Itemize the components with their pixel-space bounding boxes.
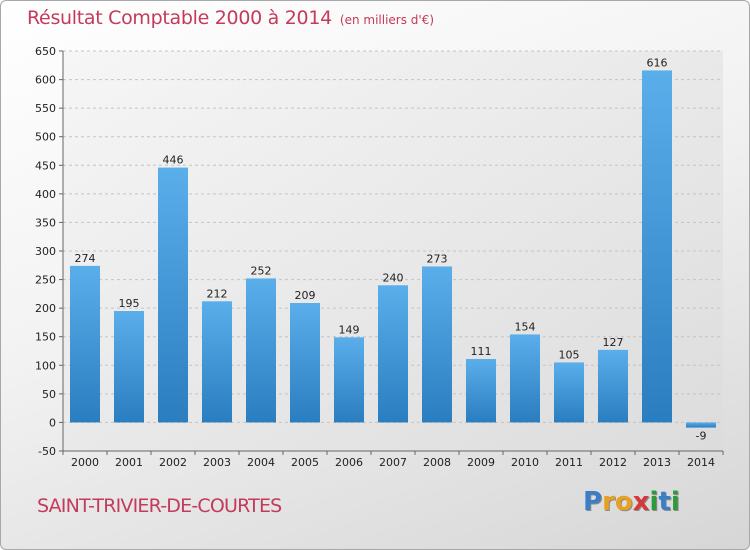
bar <box>466 359 496 423</box>
logo-letter: i <box>670 487 680 517</box>
bar <box>202 301 232 423</box>
commune-name: SAINT-TRIVIER-DE-COURTES <box>37 495 282 517</box>
y-tick-label: 0 <box>49 416 56 429</box>
bar-value-label: 212 <box>207 287 228 300</box>
bar-value-label: 446 <box>163 154 184 167</box>
y-tick-label: 650 <box>35 45 56 58</box>
logo-letter: r <box>602 487 615 517</box>
x-tick-label: 2003 <box>203 456 231 469</box>
x-tick-label: 2006 <box>335 456 363 469</box>
logo-letter: i <box>649 487 659 517</box>
x-tick-label: 2008 <box>423 456 451 469</box>
bar <box>554 362 584 423</box>
x-tick-label: 2007 <box>379 456 407 469</box>
x-tick-label: 2014 <box>687 456 715 469</box>
bar <box>70 265 100 423</box>
y-tick-label: 550 <box>35 102 56 115</box>
bar <box>158 167 188 423</box>
logo-letter: P <box>583 487 603 517</box>
y-axis-ticks: -50 0 50 100 150 200 250 300 350 400 450 500 550 600 6… <box>35 45 723 458</box>
y-tick-label: 200 <box>35 302 56 315</box>
x-tick-label: 2009 <box>467 456 495 469</box>
bar <box>642 70 672 423</box>
y-tick-label: 600 <box>35 74 56 87</box>
y-tick-label: 100 <box>35 359 56 372</box>
logo-letter: t <box>658 487 671 517</box>
y-tick-label: 500 <box>35 131 56 144</box>
bar-value-label: 127 <box>603 336 624 349</box>
chart-title: Résultat Comptable 2000 à 2014 (en millie… <box>27 7 434 29</box>
bar-value-label: -9 <box>696 430 707 443</box>
x-tick-label: 2001 <box>115 456 143 469</box>
bar-value-label: 274 <box>75 252 96 265</box>
x-tick-label: 2012 <box>599 456 627 469</box>
y-tick-label: 150 <box>35 331 56 344</box>
y-tick-label: 350 <box>35 216 56 229</box>
x-tick-label: 2005 <box>291 456 319 469</box>
bars: 274 195 446 212 252 209 149 240 273 111 154 105 127 6… <box>70 56 716 443</box>
bar-value-label: 195 <box>119 297 140 310</box>
x-tick-label: 2010 <box>511 456 539 469</box>
bar-value-label: 252 <box>251 264 272 277</box>
y-tick-label: -50 <box>38 445 56 458</box>
title-unit: (en milliers d'€) <box>339 13 435 27</box>
bar-value-label: 111 <box>471 345 492 358</box>
bar <box>422 266 452 423</box>
logo-letter: x <box>632 487 650 517</box>
bar-value-label: 105 <box>559 348 580 361</box>
bar-value-label: 616 <box>647 56 668 69</box>
y-tick-label: 50 <box>42 388 56 401</box>
title-text: Résultat Comptable 2000 à 2014 <box>27 7 332 29</box>
bar-value-label: 149 <box>339 323 360 336</box>
bar-value-label: 154 <box>515 320 536 333</box>
bar <box>510 334 540 423</box>
logo-letter: o <box>614 487 633 517</box>
x-tick-label: 2000 <box>71 456 99 469</box>
bar <box>378 285 408 423</box>
bar <box>246 278 276 423</box>
bar-value-label: 240 <box>383 271 404 284</box>
bar-value-label: 209 <box>295 289 316 302</box>
bar <box>598 349 628 423</box>
bar <box>686 422 716 428</box>
x-tick-label: 2011 <box>555 456 583 469</box>
bar <box>114 311 144 423</box>
bar <box>334 337 364 423</box>
y-tick-label: 300 <box>35 245 56 258</box>
x-tick-label: 2002 <box>159 456 187 469</box>
bar <box>290 303 320 423</box>
bar-value-label: 273 <box>427 252 448 265</box>
x-tick-label: 2013 <box>643 456 671 469</box>
y-tick-label: 450 <box>35 159 56 172</box>
x-axis-ticks: 2000 2001 2002 2003 2004 2005 2006 2007 2008 2009… <box>62 451 724 469</box>
x-tick-label: 2004 <box>247 456 275 469</box>
y-tick-label: 400 <box>35 188 56 201</box>
proxiti-logo[interactable]: Proxiti <box>583 487 680 517</box>
y-tick-label: 250 <box>35 274 56 287</box>
